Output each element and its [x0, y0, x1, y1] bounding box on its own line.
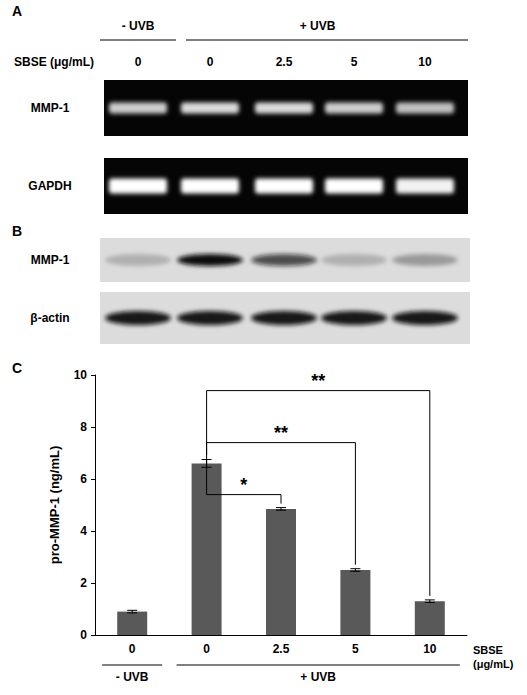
svg-text:8: 8 [80, 420, 87, 434]
svg-text:**: ** [311, 371, 325, 391]
svg-text:pro-MMP-1 (ng/mL): pro-MMP-1 (ng/mL) [47, 446, 62, 564]
svg-text:4: 4 [80, 524, 87, 538]
svg-text:10: 10 [418, 55, 432, 69]
svg-text:2: 2 [80, 576, 87, 590]
svg-text:- UVB: - UVB [116, 670, 149, 684]
svg-text:β-actin: β-actin [30, 311, 69, 325]
svg-text:B: B [12, 223, 22, 239]
svg-text:+ UVB: + UVB [300, 670, 336, 684]
svg-text:C: C [12, 360, 22, 376]
svg-text:0: 0 [203, 642, 210, 656]
svg-text:SBSE: SBSE [473, 644, 503, 656]
svg-text:MMP-1: MMP-1 [31, 253, 70, 267]
svg-text:+ UVB: + UVB [300, 19, 336, 33]
svg-text:0: 0 [207, 55, 214, 69]
svg-text:6: 6 [80, 472, 87, 486]
svg-text:(μg/mL): (μg/mL) [473, 658, 514, 670]
svg-text:0: 0 [135, 55, 142, 69]
svg-text:**: ** [274, 423, 288, 443]
svg-text:5: 5 [351, 55, 358, 69]
svg-text:2.5: 2.5 [276, 55, 293, 69]
svg-text:10: 10 [423, 642, 437, 656]
svg-text:- UVB: - UVB [122, 19, 155, 33]
svg-text:SBSE (μg/mL): SBSE (μg/mL) [14, 55, 94, 69]
svg-text:5: 5 [352, 642, 359, 656]
svg-text:10: 10 [74, 368, 88, 382]
svg-text:A: A [12, 3, 22, 19]
svg-text:0: 0 [129, 642, 136, 656]
svg-text:2.5: 2.5 [273, 642, 290, 656]
svg-text:MMP-1: MMP-1 [31, 101, 70, 115]
svg-text:0: 0 [80, 628, 87, 642]
svg-text:GAPDH: GAPDH [28, 179, 71, 193]
svg-text:*: * [240, 475, 247, 495]
